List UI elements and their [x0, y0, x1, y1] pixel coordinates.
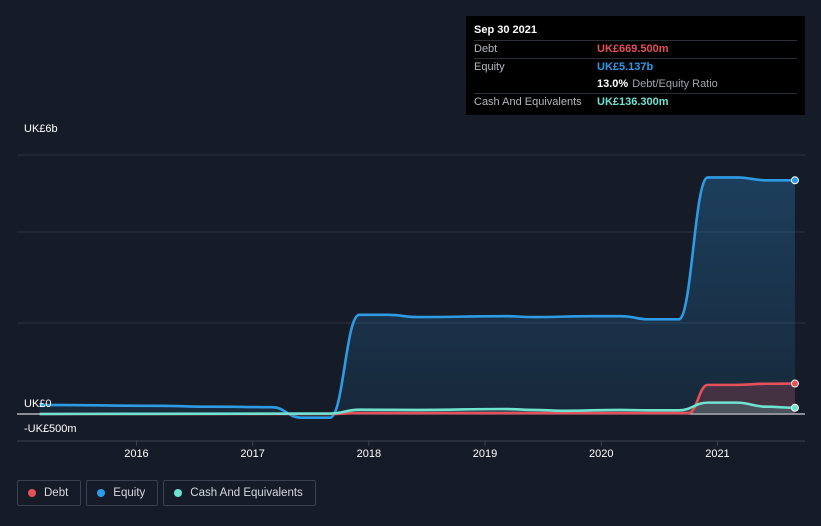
tooltip-equity-value: UK£5.137b — [597, 61, 654, 73]
debt-end-marker — [790, 379, 799, 388]
y-tick-label-bottom: -UK£500m — [24, 423, 77, 435]
legend-label-equity: Equity — [113, 487, 146, 499]
x-tick-label: 2017 — [240, 448, 264, 460]
tooltip-cash-label: Cash And Equivalents — [474, 96, 582, 108]
legend-label-cash: Cash And Equivalents — [190, 487, 303, 499]
tooltip-ratio-row: 13.0% Debt/Equity Ratio — [474, 76, 797, 93]
tooltip-debt-value: UK£669.500m — [597, 43, 669, 55]
x-tick-label: 2016 — [124, 448, 148, 460]
tooltip-ratio-label: Debt/Equity Ratio — [632, 78, 718, 90]
cash-dot-icon — [174, 489, 183, 497]
y-tick-label-zero: UK£0 — [24, 398, 52, 410]
x-tick-label: 2019 — [473, 448, 497, 460]
cash-line — [39, 401, 795, 416]
equity-end-marker — [790, 176, 799, 185]
tooltip-panel: Sep 30 2021 Debt UK£669.500m Equity UK£5… — [466, 16, 805, 115]
tooltip-cash-row: Cash And Equivalents UK£136.300m — [474, 93, 797, 111]
tooltip-ratio-value: 13.0% — [597, 78, 629, 90]
tooltip-equity-label: Equity — [474, 61, 505, 73]
cash-end-marker — [790, 403, 799, 412]
legend-label-debt: Debt — [44, 487, 69, 499]
x-tick-label: 2021 — [705, 448, 729, 460]
tooltip-debt-row: Debt UK£669.500m — [474, 40, 797, 58]
tooltip-debt-label: Debt — [474, 43, 498, 55]
tooltip-equity-row: Equity UK£5.137b — [474, 58, 797, 76]
equity-area — [39, 177, 795, 418]
legend-item-cash[interactable]: Cash And Equivalents — [163, 480, 316, 506]
x-tick-label: 2020 — [589, 448, 613, 460]
x-tick-label: 2018 — [357, 448, 381, 460]
equity-dot-icon — [97, 489, 106, 497]
legend-item-debt[interactable]: Debt — [17, 480, 82, 506]
equity-line — [39, 176, 795, 419]
tooltip-date: Sep 30 2021 — [474, 24, 537, 36]
y-tick-label-top: UK£6b — [24, 123, 58, 135]
legend: Debt Equity Cash And Equivalents — [17, 480, 316, 506]
tooltip-cash-value: UK£136.300m — [597, 96, 669, 108]
debt-dot-icon — [28, 489, 36, 497]
debt-area — [39, 383, 795, 414]
legend-item-equity[interactable]: Equity — [86, 480, 159, 506]
